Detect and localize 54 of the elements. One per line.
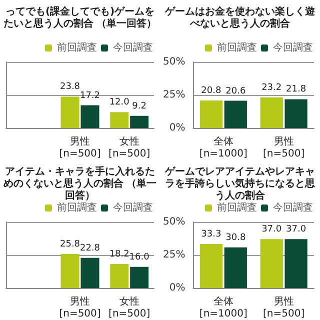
data-label: 23.2 <box>262 82 282 93</box>
bar <box>60 96 80 128</box>
x-tick-label: 全体 [n=1000] <box>199 296 248 320</box>
legend-label: 今回調査 <box>113 202 153 214</box>
legend-label: 今回調査 <box>273 202 313 214</box>
y-tick-label: 50% <box>162 56 186 68</box>
x-tick-label: 女性 [n=500] <box>108 136 150 160</box>
chart-title: ゲームでレアアイテムやレアキャラを手誇らしい気持ちになると思う人の割合 <box>164 166 315 202</box>
x-tick-label: 男性 [n=500] <box>263 296 305 320</box>
bar <box>130 116 149 128</box>
y-tick-label: 50% <box>162 216 186 228</box>
chart-title: アイテム・キャラを手に入れるためのくないと思う人の割合 （単一回答） <box>3 166 157 202</box>
legend-label: 今回調査 <box>273 42 313 54</box>
legend-label: 今回調査 <box>113 42 153 54</box>
bar <box>110 112 129 128</box>
y-tick-label: 0% <box>169 122 186 134</box>
data-label: 22.8 <box>80 243 100 254</box>
data-label: 18.2 <box>109 249 130 260</box>
chart-title: ってでも(課金してでも)ゲームをたいと思う人の割合 （単一回答） <box>3 6 157 30</box>
x-tick-label: 女性 [n=500] <box>108 296 150 320</box>
bar <box>80 105 100 128</box>
legend-label: 前回調査 <box>217 42 257 54</box>
bar <box>284 239 308 288</box>
x-tick-label: 全体 [n=1000] <box>199 136 248 160</box>
legend-label: 前回調査 <box>57 42 97 54</box>
bar <box>224 247 247 288</box>
data-label: 17.2 <box>80 90 100 101</box>
legend-label: 前回調査 <box>217 202 257 214</box>
data-label: 25.8 <box>60 239 80 250</box>
data-label: 23.8 <box>60 82 80 92</box>
data-label: 20.8 <box>201 86 222 96</box>
data-label: 12.0 <box>109 98 130 108</box>
y-tick-label: 25% <box>162 250 186 260</box>
bar <box>80 258 100 288</box>
x-tick-label: 男性 [n=500] <box>59 136 101 160</box>
data-label: 16.0 <box>129 252 150 262</box>
y-tick-label: 25% <box>162 90 186 100</box>
data-label: 33.3 <box>201 230 222 240</box>
legend-label: 前回調査 <box>57 202 97 214</box>
bar <box>260 239 283 288</box>
bar <box>60 254 80 288</box>
data-label: 21.8 <box>286 84 306 95</box>
bar <box>110 264 129 288</box>
chart-title: ゲームはお金を使わない楽しく遊べないと思う人の割合 <box>164 6 316 30</box>
bar <box>200 244 223 288</box>
bar <box>130 266 149 288</box>
x-tick-label: 男性 [n=500] <box>263 136 305 160</box>
data-label: 37.0 <box>262 224 282 235</box>
x-tick-label: 男性 [n=500] <box>59 296 101 320</box>
data-label: 30.8 <box>226 232 246 243</box>
y-tick-label: 0% <box>169 282 186 294</box>
data-label: 37.0 <box>286 224 306 235</box>
data-label: 20.6 <box>226 86 246 96</box>
data-label: 9.2 <box>132 101 146 112</box>
